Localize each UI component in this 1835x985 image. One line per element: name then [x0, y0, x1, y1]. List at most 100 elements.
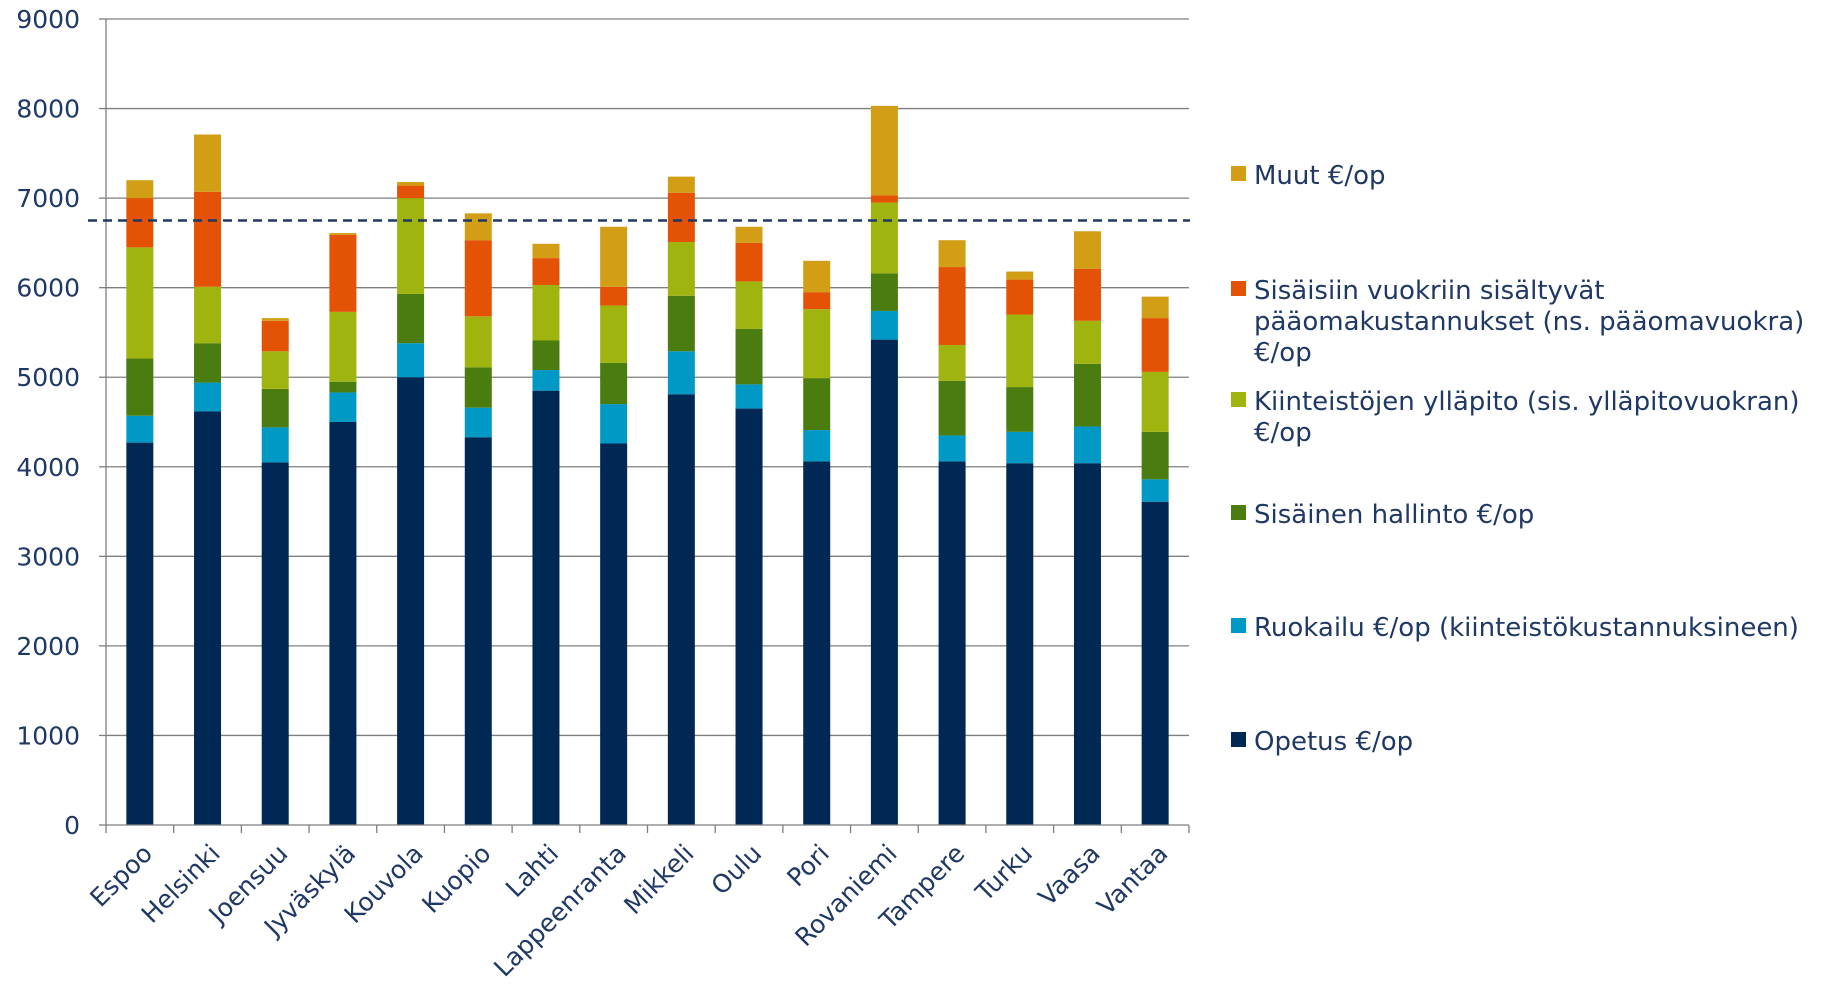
bar-segment: [870, 310, 898, 340]
legend-swatch: [1231, 281, 1246, 296]
x-axis-category-labels: EspooHelsinkiJoensuuJyväskyläKouvolaKuop…: [84, 839, 1173, 983]
bar-segment: [735, 281, 763, 329]
bar-segment: [464, 367, 492, 408]
bar-segment: [126, 442, 154, 825]
bar-segment: [194, 191, 222, 287]
bar-segment: [329, 234, 357, 312]
y-tick-label: 0: [64, 811, 80, 840]
bar-segment: [126, 415, 154, 443]
bar-segment: [938, 461, 966, 825]
bar-segment: [803, 260, 831, 293]
bar-segment: [194, 134, 222, 192]
bar-segment: [600, 443, 628, 825]
bar-segment: [667, 295, 695, 352]
y-tick-label: 4000: [16, 453, 80, 482]
bar-segment: [1141, 431, 1169, 480]
bar-segment: [803, 378, 831, 431]
y-tick-label: 3000: [16, 542, 80, 571]
legend-swatch: [1231, 392, 1246, 407]
bar-segment: [1141, 479, 1169, 502]
bar-segment: [1141, 501, 1169, 825]
bar-segment: [329, 233, 357, 235]
bar-segment: [600, 286, 628, 306]
bar-segment: [938, 380, 966, 436]
bar-segment: [261, 427, 289, 463]
bar-segment: [397, 343, 425, 378]
bar-segment: [600, 404, 628, 444]
bar-segment: [261, 462, 289, 825]
legend-label: Ruokailu €/op (kiinteistökustannuksineen…: [1254, 613, 1799, 643]
bar-segment: [735, 242, 763, 282]
bar-segment: [803, 292, 831, 310]
legend-label: Opetus €/op: [1254, 727, 1413, 757]
bar-segment: [1073, 268, 1101, 321]
bar-segment: [1006, 387, 1034, 432]
x-category-label: Oulu: [706, 839, 768, 901]
bar-segment: [397, 185, 425, 199]
bar-segment: [397, 198, 425, 294]
bar-segment: [870, 202, 898, 274]
x-category-label: Pori: [781, 839, 835, 893]
bar-segment: [532, 258, 560, 285]
bar-segment: [329, 392, 357, 422]
bar-segment: [1006, 431, 1034, 464]
bar-segment: [1006, 463, 1034, 825]
bar-segment: [803, 309, 831, 379]
bar-segment: [397, 377, 425, 825]
bar-segment: [261, 351, 289, 389]
bar-segment: [532, 243, 560, 259]
bar-segment: [735, 328, 763, 385]
bar-segment: [870, 105, 898, 196]
bar-segment: [194, 286, 222, 344]
bar-segment: [667, 394, 695, 825]
bar-segment: [464, 316, 492, 368]
bar-segment: [1073, 426, 1101, 464]
bar-segment: [667, 351, 695, 395]
bar-segment: [938, 267, 966, 345]
legend-label: Sisäinen hallinto €/op: [1254, 500, 1534, 530]
bar-segment: [329, 381, 357, 393]
legend-label: pääomakustannukset (ns. pääomavuokra): [1254, 307, 1804, 337]
legend-swatch: [1231, 505, 1246, 520]
bar-segment: [532, 340, 560, 371]
bar-segment: [870, 273, 898, 311]
legend-label: Muut €/op: [1254, 161, 1386, 191]
legend-swatch: [1231, 732, 1246, 747]
bar-segment: [126, 358, 154, 416]
bar-segment: [532, 370, 560, 391]
legend: Muut €/op Sisäisiin vuokriin sisältyvätpä…: [1231, 161, 1804, 757]
bar-segment: [1073, 363, 1101, 427]
legend-label: €/op: [1254, 418, 1312, 448]
bar-segment: [464, 437, 492, 825]
axes: [99, 18, 1190, 833]
bar-segment: [870, 339, 898, 825]
x-category-label: Lahti: [500, 839, 564, 903]
bar-segment: [735, 226, 763, 243]
bar-segment: [532, 390, 560, 825]
bar-segment: [667, 241, 695, 296]
x-category-label: Vantaa: [1092, 839, 1174, 921]
bars: [126, 105, 1169, 825]
bar-segment: [938, 344, 966, 381]
bar-segment: [1073, 231, 1101, 269]
x-category-label: Kuopio: [416, 839, 496, 919]
y-tick-label: 9000: [16, 5, 80, 34]
legend-label: €/op: [1254, 338, 1312, 368]
bar-segment: [194, 343, 222, 383]
legend-swatch: [1231, 166, 1246, 181]
y-tick-label: 1000: [16, 721, 80, 750]
legend-label: Sisäisiin vuokriin sisältyvät: [1254, 276, 1604, 306]
bar-segment: [194, 411, 222, 825]
bar-segment: [1141, 296, 1169, 319]
bar-segment: [870, 195, 898, 203]
bar-segment: [397, 181, 425, 186]
bar-segment: [126, 180, 154, 199]
bar-segment: [1141, 371, 1169, 432]
bar-segment: [464, 240, 492, 317]
bar-segment: [261, 320, 289, 352]
bar-segment: [261, 388, 289, 428]
y-tick-label: 5000: [16, 363, 80, 392]
bar-segment: [532, 284, 560, 341]
bar-segment: [1006, 271, 1034, 280]
